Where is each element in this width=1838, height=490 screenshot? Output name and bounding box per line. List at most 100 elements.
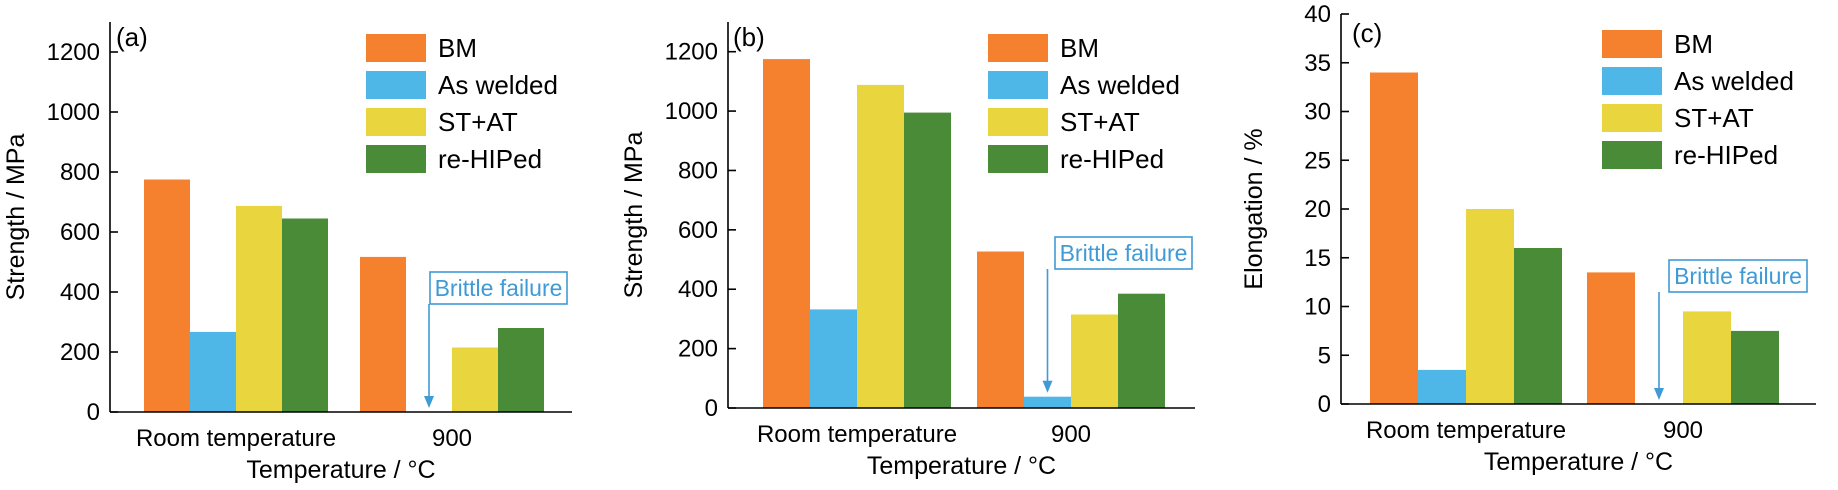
bar-st-at-room-temperature (236, 205, 282, 412)
legend-swatch (366, 34, 426, 62)
legend-swatch (1602, 30, 1662, 58)
legend-label: As welded (1060, 70, 1180, 100)
bar-as-welded-900 (1024, 396, 1071, 408)
y-tick-label: 5 (1318, 342, 1331, 369)
legend-label: ST+AT (1060, 107, 1140, 137)
legend-label: BM (1674, 29, 1713, 59)
annotation-text: Brittle failure (435, 275, 563, 301)
y-tick-label: 400 (60, 279, 100, 306)
legend-label: re-HIPed (438, 144, 542, 174)
bar-as-welded-room-temperature (810, 309, 857, 408)
y-tick-label: 10 (1304, 294, 1331, 321)
y-tick-label: 800 (678, 157, 718, 184)
bar-re-hiped-room-temperature (904, 112, 951, 408)
legend-swatch (1602, 141, 1662, 169)
legend: BM As welded ST+AT re-HIPed (1602, 29, 1794, 170)
bar-st-at-room-temperature (1466, 209, 1514, 404)
chart-panel-2: 0 200 400 600 800 1000 1200 Room temperature 900… (620, 22, 1195, 480)
annotation-box (1054, 236, 1193, 270)
bar-re-hiped-room-temperature (282, 218, 328, 412)
y-axis-label: Strength / MPa (2, 134, 30, 301)
x-tick-label: Room temperature (757, 421, 957, 448)
y-tick-label: 600 (60, 219, 100, 246)
bar-bm-900 (977, 251, 1024, 408)
y-tick-label: 1000 (47, 99, 100, 126)
bar-bm-900 (1587, 272, 1635, 404)
legend-swatch (366, 71, 426, 99)
annotation-arrow-head (1042, 380, 1053, 393)
legend-label: ST+AT (1674, 103, 1754, 133)
brittle-failure-annotation: Brittle failure (424, 271, 568, 408)
bar-re-hiped-900 (498, 328, 544, 412)
panel-label: (b) (733, 22, 765, 52)
legend-label: ST+AT (438, 107, 518, 137)
legend-swatch (1602, 104, 1662, 132)
legend-swatch (988, 108, 1048, 136)
legend-swatch (988, 71, 1048, 99)
y-tick-label: 1200 (665, 39, 718, 66)
panel-label: (a) (116, 22, 148, 52)
x-tick-label: Room temperature (1366, 417, 1566, 444)
y-tick-label: 0 (705, 395, 718, 422)
chart-panel-1: 0 200 400 600 800 1000 1200 Room temperature 900… (2, 22, 572, 484)
y-tick-label: 0 (87, 399, 100, 426)
y-tick-label: 200 (678, 336, 718, 363)
bar-re-hiped-900 (1731, 330, 1779, 404)
legend-label: re-HIPed (1674, 140, 1778, 170)
y-tick-label: 15 (1304, 245, 1331, 272)
y-axis-label: Strength / MPa (620, 132, 648, 299)
legend-swatch (1602, 67, 1662, 95)
bar-st-at-900 (452, 347, 498, 412)
legend-swatch (366, 108, 426, 136)
legend-label: re-HIPed (1060, 144, 1164, 174)
annotation-box (1668, 259, 1808, 293)
bar-bm-room-temperature (144, 179, 190, 412)
bar-re-hiped-room-temperature (1514, 248, 1562, 404)
annotation-box (429, 271, 568, 305)
annotation-text: Brittle failure (1674, 263, 1802, 289)
brittle-failure-annotation: Brittle failure (1042, 236, 1193, 393)
y-tick-label: 400 (678, 276, 718, 303)
x-axis-label: Temperature / °C (246, 456, 435, 484)
x-axis-label: Temperature / °C (1484, 448, 1673, 476)
x-tick-label: 900 (432, 425, 472, 452)
y-axis-label: Elongation / % (1240, 128, 1268, 289)
legend: BM As welded ST+AT re-HIPed (366, 33, 558, 174)
y-tick-label: 35 (1304, 50, 1331, 77)
y-tick-label: 20 (1304, 196, 1331, 223)
bar-st-at-room-temperature (857, 84, 904, 409)
panel-label: (c) (1352, 18, 1382, 48)
annotation-arrow-head (424, 396, 434, 408)
y-tick-label: 200 (60, 339, 100, 366)
x-tick-label: Room temperature (136, 425, 336, 452)
annotation-arrow-head (1654, 388, 1664, 400)
x-tick-label: 900 (1051, 421, 1091, 448)
legend-label: BM (438, 33, 477, 63)
bar-re-hiped-900 (1118, 293, 1165, 408)
bar-st-at-900 (1683, 311, 1731, 404)
x-tick-label: 900 (1663, 417, 1703, 444)
legend-swatch (988, 34, 1048, 62)
legend-swatch (366, 145, 426, 173)
bar-as-welded-room-temperature (190, 331, 236, 412)
legend-label: BM (1060, 33, 1099, 63)
bar-as-welded-room-temperature (1418, 369, 1466, 404)
bar-bm-room-temperature (1370, 72, 1418, 404)
y-tick-label: 40 (1304, 1, 1331, 28)
y-tick-label: 1200 (47, 39, 100, 66)
chart-panel-3: 0 5 10 15 20 25 30 35 40 Room temperature 900 Tempe… (1240, 1, 1816, 476)
brittle-failure-annotation: Brittle failure (1654, 259, 1808, 400)
legend-label: As welded (1674, 66, 1794, 96)
x-axis-label: Temperature / °C (867, 452, 1056, 480)
y-tick-label: 600 (678, 217, 718, 244)
legend-swatch (988, 145, 1048, 173)
annotation-text: Brittle failure (1060, 240, 1188, 266)
y-tick-label: 1000 (665, 98, 718, 125)
bar-bm-900 (360, 256, 406, 412)
legend-label: As welded (438, 70, 558, 100)
bar-st-at-900 (1071, 314, 1118, 408)
y-tick-label: 30 (1304, 99, 1331, 126)
bar-bm-room-temperature (763, 59, 810, 408)
y-tick-label: 25 (1304, 147, 1331, 174)
